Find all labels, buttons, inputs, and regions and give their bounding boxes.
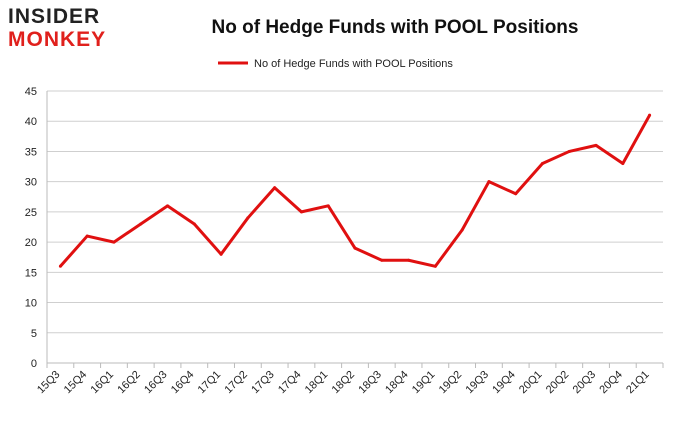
x-tick-label: 19Q4 (490, 369, 518, 397)
y-tick-label: 20 (25, 237, 37, 249)
data-point (433, 264, 437, 268)
series-line (59, 114, 651, 268)
y-tick-label: 25 (25, 207, 37, 219)
x-tick-label: 19Q1 (410, 369, 438, 397)
data-point (326, 204, 330, 208)
x-tick-label: 21Q1 (624, 369, 652, 397)
y-tick-label: 35 (25, 146, 37, 158)
data-point (648, 113, 652, 117)
data-point (139, 222, 143, 226)
x-tick-label: 16Q2 (115, 369, 143, 397)
y-tick-label: 45 (25, 86, 37, 98)
data-point (112, 240, 116, 244)
data-point (85, 234, 89, 238)
x-tick-label: 18Q1 (303, 369, 331, 397)
data-point (594, 143, 598, 147)
logo-line-1: INSIDER (8, 5, 101, 28)
data-point (58, 264, 62, 268)
data-point (299, 210, 303, 214)
data-point (246, 216, 250, 220)
x-tick-label: 19Q3 (464, 369, 492, 397)
x-tick-label: 18Q3 (356, 369, 384, 397)
x-tick-label: 18Q2 (330, 369, 358, 397)
data-point (540, 162, 544, 166)
x-tick-label: 16Q4 (169, 369, 197, 397)
x-tick-label: 15Q3 (35, 369, 63, 397)
x-tick-label: 20Q4 (597, 369, 625, 397)
data-point (460, 228, 464, 232)
x-tick-label: 17Q4 (276, 369, 304, 397)
y-tick-label: 40 (25, 116, 37, 128)
x-tick-label: 20Q1 (517, 369, 545, 397)
y-tick-label: 15 (25, 267, 37, 279)
x-tick-label: 16Q1 (89, 369, 117, 397)
x-tick-label: 17Q2 (222, 369, 250, 397)
y-tick-label: 10 (25, 298, 37, 310)
x-tick-label: 20Q3 (571, 369, 599, 397)
legend-label: No of Hedge Funds with POOL Positions (254, 58, 453, 70)
data-point (621, 162, 625, 166)
logo-line-2: MONKEY (8, 28, 107, 51)
data-point (219, 252, 223, 256)
data-point (567, 149, 571, 153)
data-point (514, 192, 518, 196)
data-point (192, 222, 196, 226)
x-tick-label: 18Q4 (383, 369, 411, 397)
chart-title: No of Hedge Funds with POOL Positions (211, 17, 579, 38)
data-point (380, 258, 384, 262)
x-tick-label: 17Q1 (196, 369, 224, 397)
data-point (487, 180, 491, 184)
y-tick-label: 30 (25, 177, 37, 189)
data-point (407, 258, 411, 262)
data-point (166, 204, 170, 208)
x-tick-label: 19Q2 (437, 369, 465, 397)
data-point (273, 186, 277, 190)
data-point (353, 246, 357, 250)
insider-monkey-logo: INSIDER MONKEY (8, 6, 106, 50)
y-tick-label: 0 (31, 358, 37, 370)
x-tick-label: 15Q4 (62, 369, 90, 397)
x-tick-label: 17Q3 (249, 369, 277, 397)
x-tick-label: 16Q3 (142, 369, 170, 397)
x-tick-label: 20Q2 (544, 369, 572, 397)
y-tick-label: 5 (31, 328, 37, 340)
